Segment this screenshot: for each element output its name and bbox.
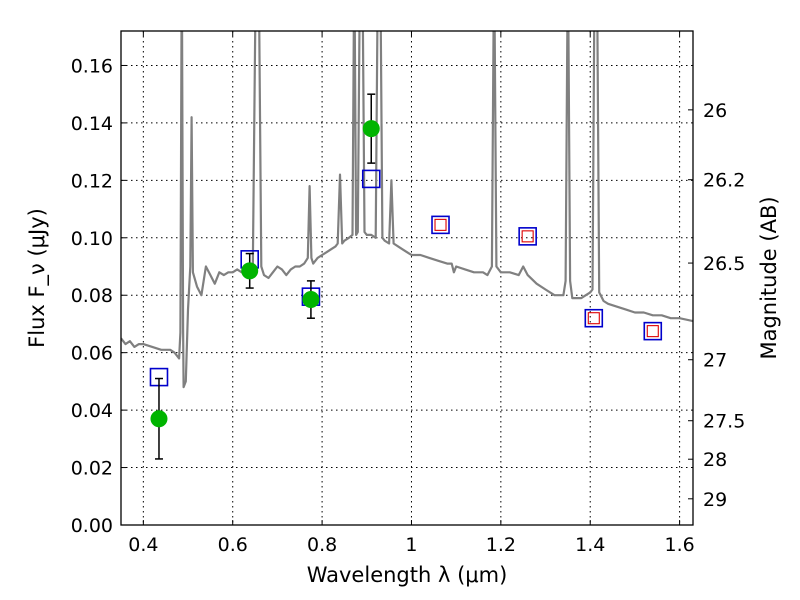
- observed-flux-point: [241, 262, 259, 280]
- observed-flux-point: [362, 120, 380, 138]
- x-tick-label: 0.6: [218, 534, 248, 556]
- magnitude-tick-label: 26.5: [703, 253, 745, 275]
- model-spectrum-line: [121, 31, 693, 389]
- x-tick-label: 1.6: [664, 534, 694, 556]
- x-ticks: 0.4 0.6 0.8 1 1.2 1.4 1.6: [128, 31, 695, 556]
- y-tick-label: 0.12: [71, 170, 113, 192]
- magnitude-tick-label: 26: [703, 100, 727, 122]
- magnitude-tick-label: 27: [703, 350, 727, 372]
- model-flux-box: [584, 308, 604, 328]
- x-axis-label: Wavelength λ (μm): [307, 563, 508, 587]
- y-tick-label: 0.04: [71, 400, 113, 422]
- magnitude-tick-label: 29: [703, 489, 727, 511]
- y-tick-label: 0.02: [71, 458, 113, 480]
- model-flux-box: [431, 215, 450, 235]
- y-tick-label: 0.10: [71, 228, 113, 250]
- x-tick-label: 0.4: [128, 534, 158, 556]
- y-tick-label: 0.08: [71, 285, 113, 307]
- spectrum-series: [121, 31, 693, 389]
- model-flux-box: [643, 321, 663, 341]
- observed-points: [150, 93, 380, 460]
- model-points: [149, 169, 663, 387]
- magnitude-axis-label: Magnitude (AB): [757, 196, 781, 359]
- y-tick-label: 0.06: [71, 343, 113, 365]
- magnitude-ticks: 26 26.2 26.5 27 27.5 28 29: [688, 100, 745, 511]
- x-tick-label: 1.2: [486, 534, 516, 556]
- model-flux-box: [361, 169, 381, 189]
- y-tick-label: 0.14: [71, 113, 113, 135]
- plot-frame: [120, 30, 694, 526]
- y-tick-label: 0.00: [71, 515, 113, 537]
- model-flux-inner-box: [646, 325, 659, 338]
- observed-flux-point: [150, 410, 168, 428]
- axes: [120, 30, 694, 526]
- x-tick-label: 0.8: [307, 534, 337, 556]
- y-axis-label: Flux F_ν (μJy): [25, 208, 50, 348]
- magnitude-tick-label: 28: [703, 449, 727, 471]
- model-flux-inner-box: [434, 218, 447, 231]
- y-tick-label: 0.16: [71, 55, 113, 77]
- magnitude-tick-label: 26.2: [703, 170, 745, 192]
- observed-flux-point: [302, 291, 320, 309]
- x-tick-label: 1.4: [575, 534, 605, 556]
- grid: [121, 31, 693, 525]
- model-flux-inner-box: [587, 312, 600, 325]
- y-ticks: 0.00 0.02 0.04 0.06 0.08 0.10 0.12 0.14 0.16: [71, 55, 126, 537]
- model-flux-box: [518, 227, 537, 246]
- magnitude-tick-label: 27.5: [703, 411, 745, 433]
- model-flux-inner-box: [521, 230, 534, 243]
- x-tick-label: 1: [405, 534, 417, 556]
